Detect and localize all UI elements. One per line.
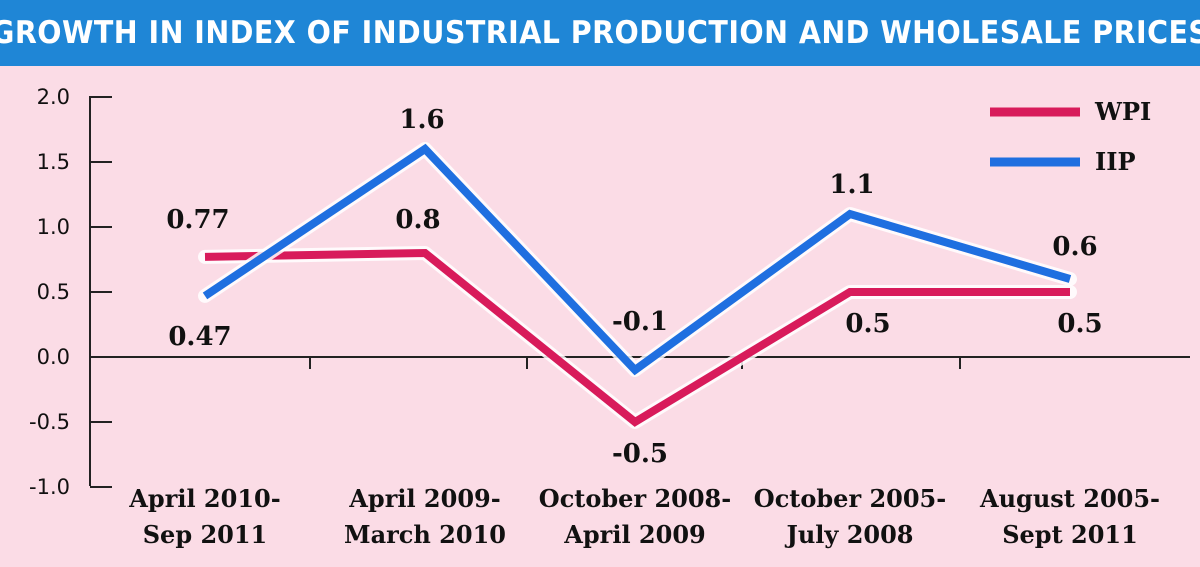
y-tick-label: 0.0	[37, 345, 70, 369]
chart-title: GROWTH IN INDEX OF INDUSTRIAL PRODUCTION…	[0, 15, 1200, 51]
data-label-wpi: 0.5	[845, 309, 890, 339]
data-label-iip: 0.47	[168, 322, 231, 352]
x-category-label: July 2008	[784, 520, 913, 549]
data-label-iip: 0.6	[1052, 232, 1097, 262]
series-line-wpi	[204, 248, 1070, 427]
x-category-label: April 2009-	[348, 484, 500, 513]
legend-label-iip: IIP	[1095, 147, 1136, 176]
data-label-iip: -0.1	[612, 307, 668, 337]
data-label-iip: 1.6	[399, 105, 444, 135]
x-category-label: April 2009	[563, 520, 705, 549]
y-tick-label: -0.5	[29, 410, 70, 434]
x-category-label: Sep 2011	[143, 520, 268, 549]
data-label-iip: 1.1	[829, 170, 874, 200]
x-category-label: March 2010	[344, 520, 506, 549]
x-category-label: October 2008-	[539, 484, 731, 513]
title-bar: GROWTH IN INDEX OF INDUSTRIAL PRODUCTION…	[0, 0, 1200, 66]
series-line-halo-wpi	[198, 246, 1077, 429]
series-line-iip	[202, 143, 1072, 376]
y-tick-label: 1.5	[37, 150, 70, 174]
x-category-label: October 2005-	[754, 484, 946, 513]
y-tick-label: 1.0	[37, 215, 70, 239]
y-tick-label: 2.0	[37, 85, 70, 109]
data-label-wpi: 0.77	[166, 205, 229, 235]
x-category-label: August 2005-	[979, 484, 1160, 513]
x-category-label: April 2010-	[128, 484, 280, 513]
data-label-wpi: -0.5	[612, 439, 668, 469]
legend-label-wpi: WPI	[1094, 97, 1151, 126]
data-label-wpi: 0.8	[395, 205, 440, 235]
x-category-label: Sept 2011	[1002, 520, 1138, 549]
data-label-wpi: 0.5	[1057, 309, 1102, 339]
y-tick-label: -1.0	[29, 475, 70, 499]
y-tick-label: 0.5	[37, 280, 70, 304]
